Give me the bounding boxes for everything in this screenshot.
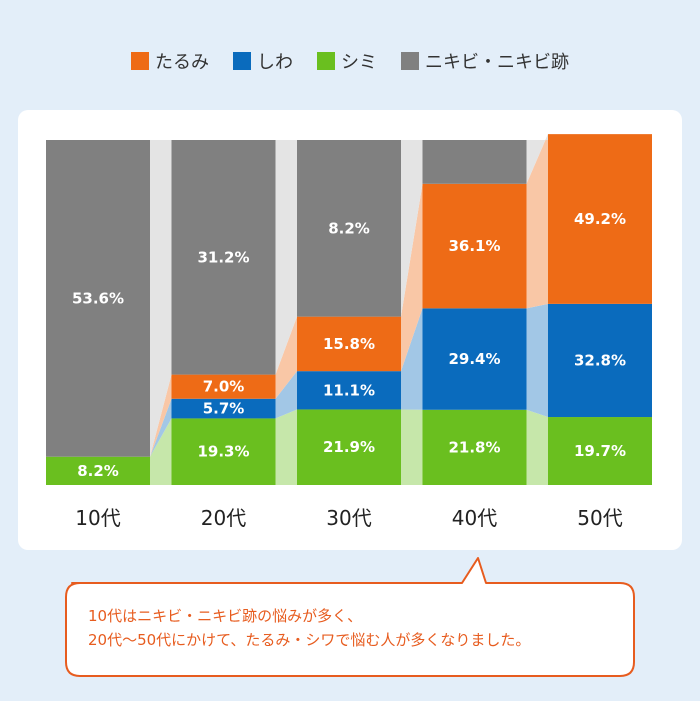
connector-band bbox=[401, 140, 423, 317]
legend-swatch bbox=[233, 52, 251, 70]
data-label: 21.9% bbox=[323, 438, 375, 456]
connector-band bbox=[526, 134, 548, 184]
connector-band bbox=[150, 418, 172, 485]
legend-swatch bbox=[401, 52, 419, 70]
bar-segment bbox=[548, 303, 652, 418]
bar-segment bbox=[171, 374, 276, 399]
connector-bands bbox=[150, 134, 548, 485]
legend-item-1: たるみ bbox=[131, 48, 209, 74]
bar-segment bbox=[171, 398, 276, 419]
legend-label: しわ bbox=[257, 52, 293, 73]
x-tick-label: 10代 bbox=[75, 506, 120, 530]
data-label: 11.1% bbox=[323, 381, 375, 399]
bar-segment bbox=[422, 140, 527, 184]
x-tick-label: 20代 bbox=[201, 506, 246, 530]
bar-segment bbox=[46, 456, 150, 485]
legend-label: たるみ bbox=[155, 52, 209, 73]
connector-band bbox=[275, 371, 297, 419]
data-label: 36.1% bbox=[448, 237, 500, 255]
data-label: 29.4% bbox=[448, 350, 500, 368]
data-label: 32.8% bbox=[574, 351, 626, 369]
connector-band bbox=[526, 409, 548, 485]
legend-swatch bbox=[317, 52, 335, 70]
legend-item-4: ニキビ・ニキビ跡 bbox=[401, 48, 569, 74]
data-label: 21.8% bbox=[448, 438, 500, 456]
legend-label: ニキビ・ニキビ跡 bbox=[425, 52, 569, 73]
legend-label: シミ bbox=[341, 52, 377, 73]
bar-segment bbox=[171, 140, 276, 375]
data-label: 5.7% bbox=[203, 400, 245, 418]
connector-band bbox=[401, 308, 423, 410]
callout-text: 10代はニキビ・ニキビ跡の悩みが多く、 20代～50代にかけて、たるみ・シワで悩… bbox=[88, 604, 628, 652]
connector-band bbox=[150, 140, 172, 457]
data-labels: 8.2% 53.6% 19.3% 5.7% 7.0% 31.2% 21.9% 11.1% 15.… bbox=[72, 210, 626, 480]
data-label: 31.2% bbox=[197, 248, 249, 266]
x-tick-label: 30代 bbox=[326, 506, 371, 530]
x-tick-label: 40代 bbox=[452, 506, 497, 530]
connector-band bbox=[401, 409, 423, 485]
connector-band bbox=[401, 183, 423, 372]
data-label: 49.2% bbox=[574, 210, 626, 228]
legend-item-3: シミ bbox=[317, 48, 377, 74]
connector-band bbox=[275, 140, 297, 375]
callout-line-1: 10代はニキビ・ニキビ跡の悩みが多く、 bbox=[88, 607, 363, 625]
legend: たるみ しわ シミ ニキビ・ニキビ跡 bbox=[0, 46, 700, 76]
data-label: 8.2% bbox=[77, 462, 119, 480]
connector-band bbox=[526, 134, 548, 309]
bar-segment bbox=[297, 371, 401, 410]
bar-segment bbox=[297, 140, 401, 317]
data-label: 53.6% bbox=[72, 289, 124, 307]
data-label: 19.3% bbox=[197, 443, 249, 461]
connector-band bbox=[526, 303, 548, 418]
bar-segment bbox=[422, 409, 527, 485]
bar-segment bbox=[297, 409, 401, 485]
data-label: 19.7% bbox=[574, 442, 626, 460]
data-label: 8.2% bbox=[328, 219, 370, 237]
callout-line-2: 20代～50代にかけて、たるみ・シワで悩む人が多くなりました。 bbox=[88, 631, 531, 649]
bar-segment bbox=[297, 316, 401, 372]
data-label: 7.0% bbox=[203, 378, 245, 396]
bar-segment bbox=[171, 418, 276, 485]
legend-swatch bbox=[131, 52, 149, 70]
bar-segment bbox=[548, 417, 652, 485]
bar-segment bbox=[46, 140, 150, 457]
x-tick-label: 50代 bbox=[577, 506, 622, 530]
connector-band bbox=[275, 316, 297, 399]
legend-item-2: しわ bbox=[233, 48, 293, 74]
connector-band bbox=[275, 409, 297, 485]
bar-segment bbox=[422, 308, 527, 410]
x-tick-labels: 10代 20代 30代 40代 50代 bbox=[75, 506, 622, 530]
bar-segment bbox=[548, 134, 652, 304]
bar-segment bbox=[422, 183, 527, 309]
data-label: 15.8% bbox=[323, 335, 375, 353]
connector-band bbox=[150, 398, 172, 457]
bars bbox=[46, 134, 652, 485]
